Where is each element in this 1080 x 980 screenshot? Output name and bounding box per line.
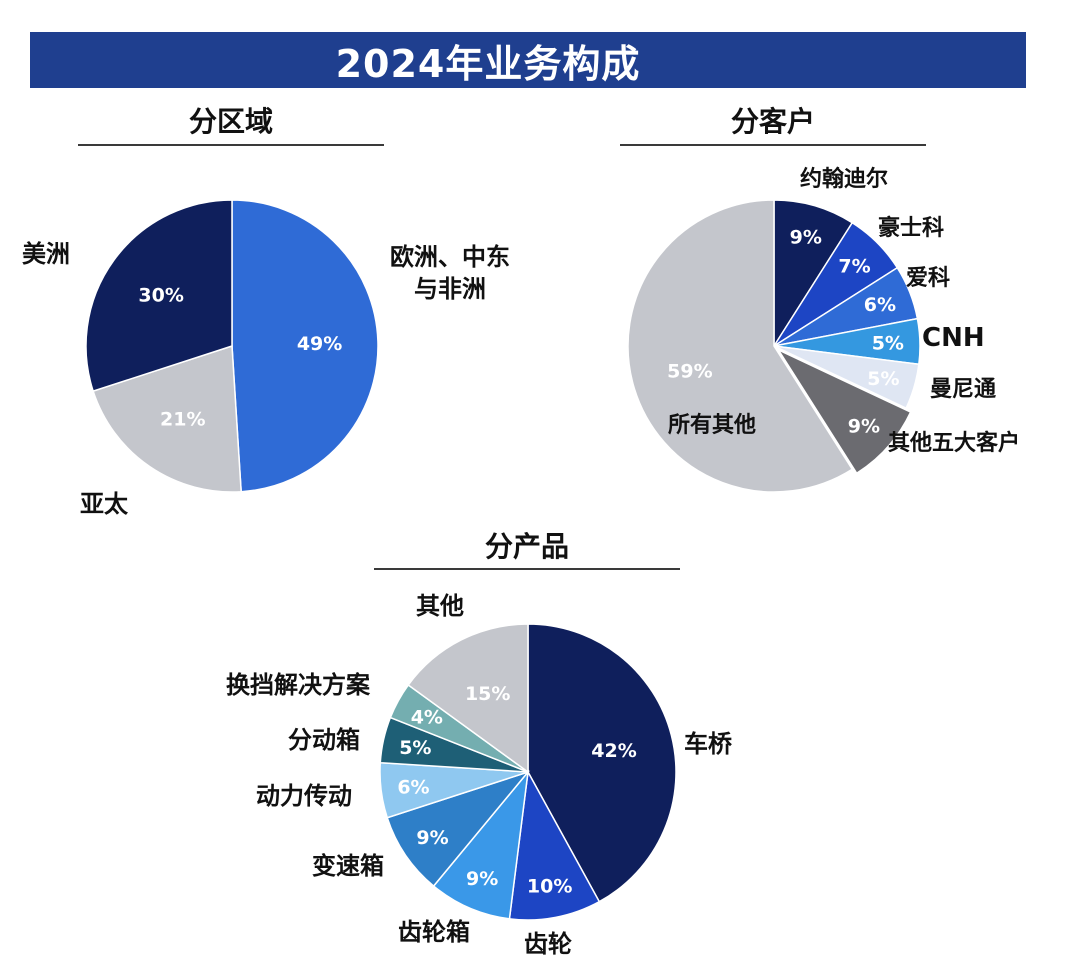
region-slice-1 xyxy=(92,344,242,493)
product-category-label-4: 动力传动 xyxy=(256,782,352,810)
customer-value-label-1: 7% xyxy=(838,255,870,277)
customer-value-label-6: 59% xyxy=(667,360,712,382)
product-slice-3 xyxy=(386,770,531,888)
customer-slice-6 xyxy=(627,199,854,493)
customer-category-label-4: 曼尼通 xyxy=(930,377,996,402)
customer-slice-4 xyxy=(773,345,920,410)
region-slice-2 xyxy=(85,199,233,393)
customer-category-label-3: CNH xyxy=(922,323,985,353)
customer-category-label-1: 豪士科 xyxy=(878,215,944,241)
page-title: 2024年业务构成 xyxy=(335,41,641,86)
product-section-rule xyxy=(374,568,680,570)
product-category-label-3: 变速箱 xyxy=(312,852,384,880)
customer-section-title: 分客户 xyxy=(730,105,815,138)
product-value-label-3: 9% xyxy=(416,827,448,849)
region-category-label-0: 欧洲、中东与非洲 xyxy=(390,243,510,303)
customer-category-label-6: 所有其他 xyxy=(668,412,756,438)
product-value-label-1: 10% xyxy=(527,875,572,897)
customer-slice-5 xyxy=(776,348,912,475)
region-category-label-2: 美洲 xyxy=(22,240,70,268)
product-value-label-2: 9% xyxy=(466,868,498,890)
product-category-label-5: 分动箱 xyxy=(288,726,360,754)
product-category-label-1: 齿轮 xyxy=(524,930,572,958)
customer-value-label-0: 9% xyxy=(790,227,822,249)
product-slice-7 xyxy=(407,623,529,774)
product-category-label-2: 齿轮箱 xyxy=(398,918,470,946)
customer-value-label-5: 9% xyxy=(848,415,880,437)
product-category-label-7: 其他 xyxy=(416,592,464,620)
region-section-rule xyxy=(78,144,384,146)
region-value-label-2: 30% xyxy=(138,285,183,307)
title-banner: 2024年业务构成 xyxy=(30,32,1026,88)
customer-slice-0 xyxy=(773,199,854,349)
customer-value-label-4: 5% xyxy=(867,368,899,390)
product-category-label-0: 车桥 xyxy=(684,730,733,758)
customer-value-label-3: 5% xyxy=(872,332,904,354)
region-section-title: 分区域 xyxy=(188,105,273,138)
region-value-label-1: 21% xyxy=(160,408,205,430)
product-slice-0 xyxy=(527,623,677,903)
product-value-label-5: 5% xyxy=(399,737,431,759)
product-section-title: 分产品 xyxy=(484,530,569,563)
region-value-label-0: 49% xyxy=(297,333,342,355)
product-slice-1 xyxy=(508,769,601,921)
region-slice-0 xyxy=(231,199,379,493)
customer-category-label-5: 其他五大客户 xyxy=(888,430,1020,456)
customer-section-rule xyxy=(620,144,926,146)
customer-value-label-2: 6% xyxy=(864,294,896,316)
region-category-label-1: 亚太 xyxy=(80,490,129,518)
customer-category-label-0: 约翰迪尔 xyxy=(800,166,888,192)
customer-category-label-2: 爱科 xyxy=(906,266,950,291)
product-slice-2 xyxy=(432,769,530,920)
product-value-label-4: 6% xyxy=(397,776,429,798)
product-value-label-6: 4% xyxy=(411,706,443,728)
product-value-label-7: 15% xyxy=(465,683,510,705)
product-category-label-6: 换挡解决方案 xyxy=(226,671,371,699)
product-value-label-0: 42% xyxy=(591,740,636,762)
